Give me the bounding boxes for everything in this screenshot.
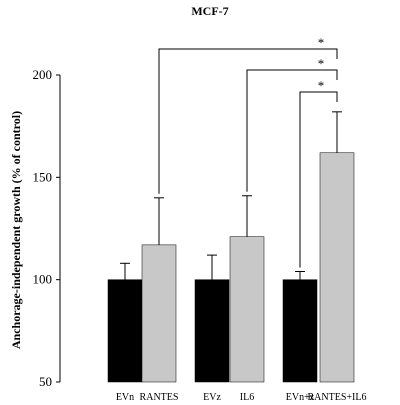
category-label: RANTES	[140, 392, 179, 403]
y-tick-label: 200	[33, 67, 53, 82]
bar-evz	[194, 279, 230, 383]
category-label: EVn	[116, 392, 134, 403]
bar-evn	[107, 279, 143, 383]
chart-title: MCF-7	[191, 4, 228, 18]
category-label: EVz	[203, 392, 221, 403]
significance-brackets: * * *	[158, 35, 338, 268]
y-axis-ticks: 50 100 150 200	[33, 67, 60, 389]
significance-bracket	[158, 48, 338, 194]
significance-star: *	[318, 78, 325, 93]
error-bar-group	[120, 111, 342, 280]
bar-il6	[229, 236, 265, 383]
category-label: RANTES+IL6	[308, 392, 367, 403]
bar-rantes	[141, 244, 177, 383]
category-label: IL6	[240, 392, 254, 403]
bar-group	[107, 152, 355, 383]
y-tick-label: 50	[39, 374, 52, 389]
y-axis-label: Anchorage-independent growth (% of contr…	[9, 111, 23, 349]
y-tick-label: 150	[33, 169, 53, 184]
bar-rantes-il6	[319, 152, 355, 383]
significance-bracket	[299, 91, 338, 268]
significance-bracket	[246, 69, 338, 192]
y-tick-label: 100	[33, 272, 53, 287]
bar-evn-z	[282, 279, 318, 383]
significance-star: *	[318, 56, 325, 71]
category-label: EVn+z	[286, 392, 315, 403]
significance-star: *	[318, 35, 325, 50]
